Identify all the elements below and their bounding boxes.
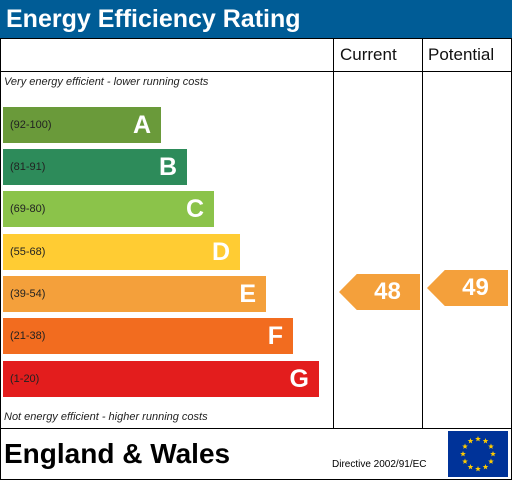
column-divider-potential	[422, 38, 423, 428]
band-e: (39-54) E	[3, 276, 266, 312]
band-d: (55-68) D	[3, 234, 240, 270]
potential-rating-arrow: 49	[427, 270, 508, 306]
band-d-letter: D	[211, 238, 230, 266]
column-divider-current	[333, 38, 334, 428]
current-rating-arrow: 48	[339, 274, 420, 310]
current-column-header: Current	[340, 45, 397, 64]
band-e-range: (39-54)	[10, 288, 46, 300]
band-a: (92-100) A	[3, 107, 161, 143]
band-b-range: (81-91)	[10, 161, 46, 173]
band-c: (69-80) C	[3, 191, 214, 227]
eu-star-icon	[462, 443, 468, 449]
band-c-letter: C	[185, 195, 204, 223]
eu-star-icon	[490, 451, 496, 457]
eu-star-icon	[475, 466, 481, 472]
eu-star-icon	[475, 436, 481, 442]
footer-divider	[0, 428, 512, 429]
potential-rating-value: 49	[462, 274, 489, 301]
band-a-letter: A	[132, 111, 151, 139]
band-f-range: (21-38)	[10, 330, 46, 342]
eu-star-icon	[460, 451, 466, 457]
eu-star-icon	[482, 438, 489, 444]
eu-flag-icon	[448, 431, 508, 477]
header-divider	[0, 71, 512, 72]
eu-star-icon	[467, 463, 474, 470]
band-f-letter: F	[267, 322, 283, 350]
title-bar: Energy Efficiency Rating	[0, 0, 512, 38]
current-rating-value: 48	[374, 278, 401, 305]
eu-star-icon	[467, 438, 474, 444]
directive-label: Directive 2002/91/EC	[332, 459, 427, 470]
band-g-letter: G	[289, 365, 309, 393]
chart-title: Energy Efficiency Rating	[6, 5, 301, 33]
band-b: (81-91) B	[3, 149, 187, 185]
eu-star-icon	[482, 463, 489, 470]
band-b-letter: B	[158, 153, 177, 181]
region-label: England & Wales	[4, 438, 231, 469]
band-c-range: (69-80)	[10, 203, 46, 215]
band-d-range: (55-68)	[10, 246, 46, 258]
band-e-letter: E	[239, 280, 256, 308]
eu-star-icon	[488, 443, 494, 449]
efficient-note: Very energy efficient - lower running co…	[4, 76, 209, 88]
inefficient-note: Not energy efficient - higher running co…	[4, 411, 208, 423]
band-f: (21-38) F	[3, 318, 293, 354]
potential-column-header: Potential	[428, 45, 495, 64]
eu-star-icon	[488, 458, 494, 464]
eu-flag-stars	[460, 436, 496, 472]
eu-star-icon	[462, 458, 468, 464]
band-a-range: (92-100)	[10, 119, 52, 131]
band-g: (1-20) G	[3, 361, 319, 397]
band-g-range: (1-20)	[10, 373, 40, 385]
